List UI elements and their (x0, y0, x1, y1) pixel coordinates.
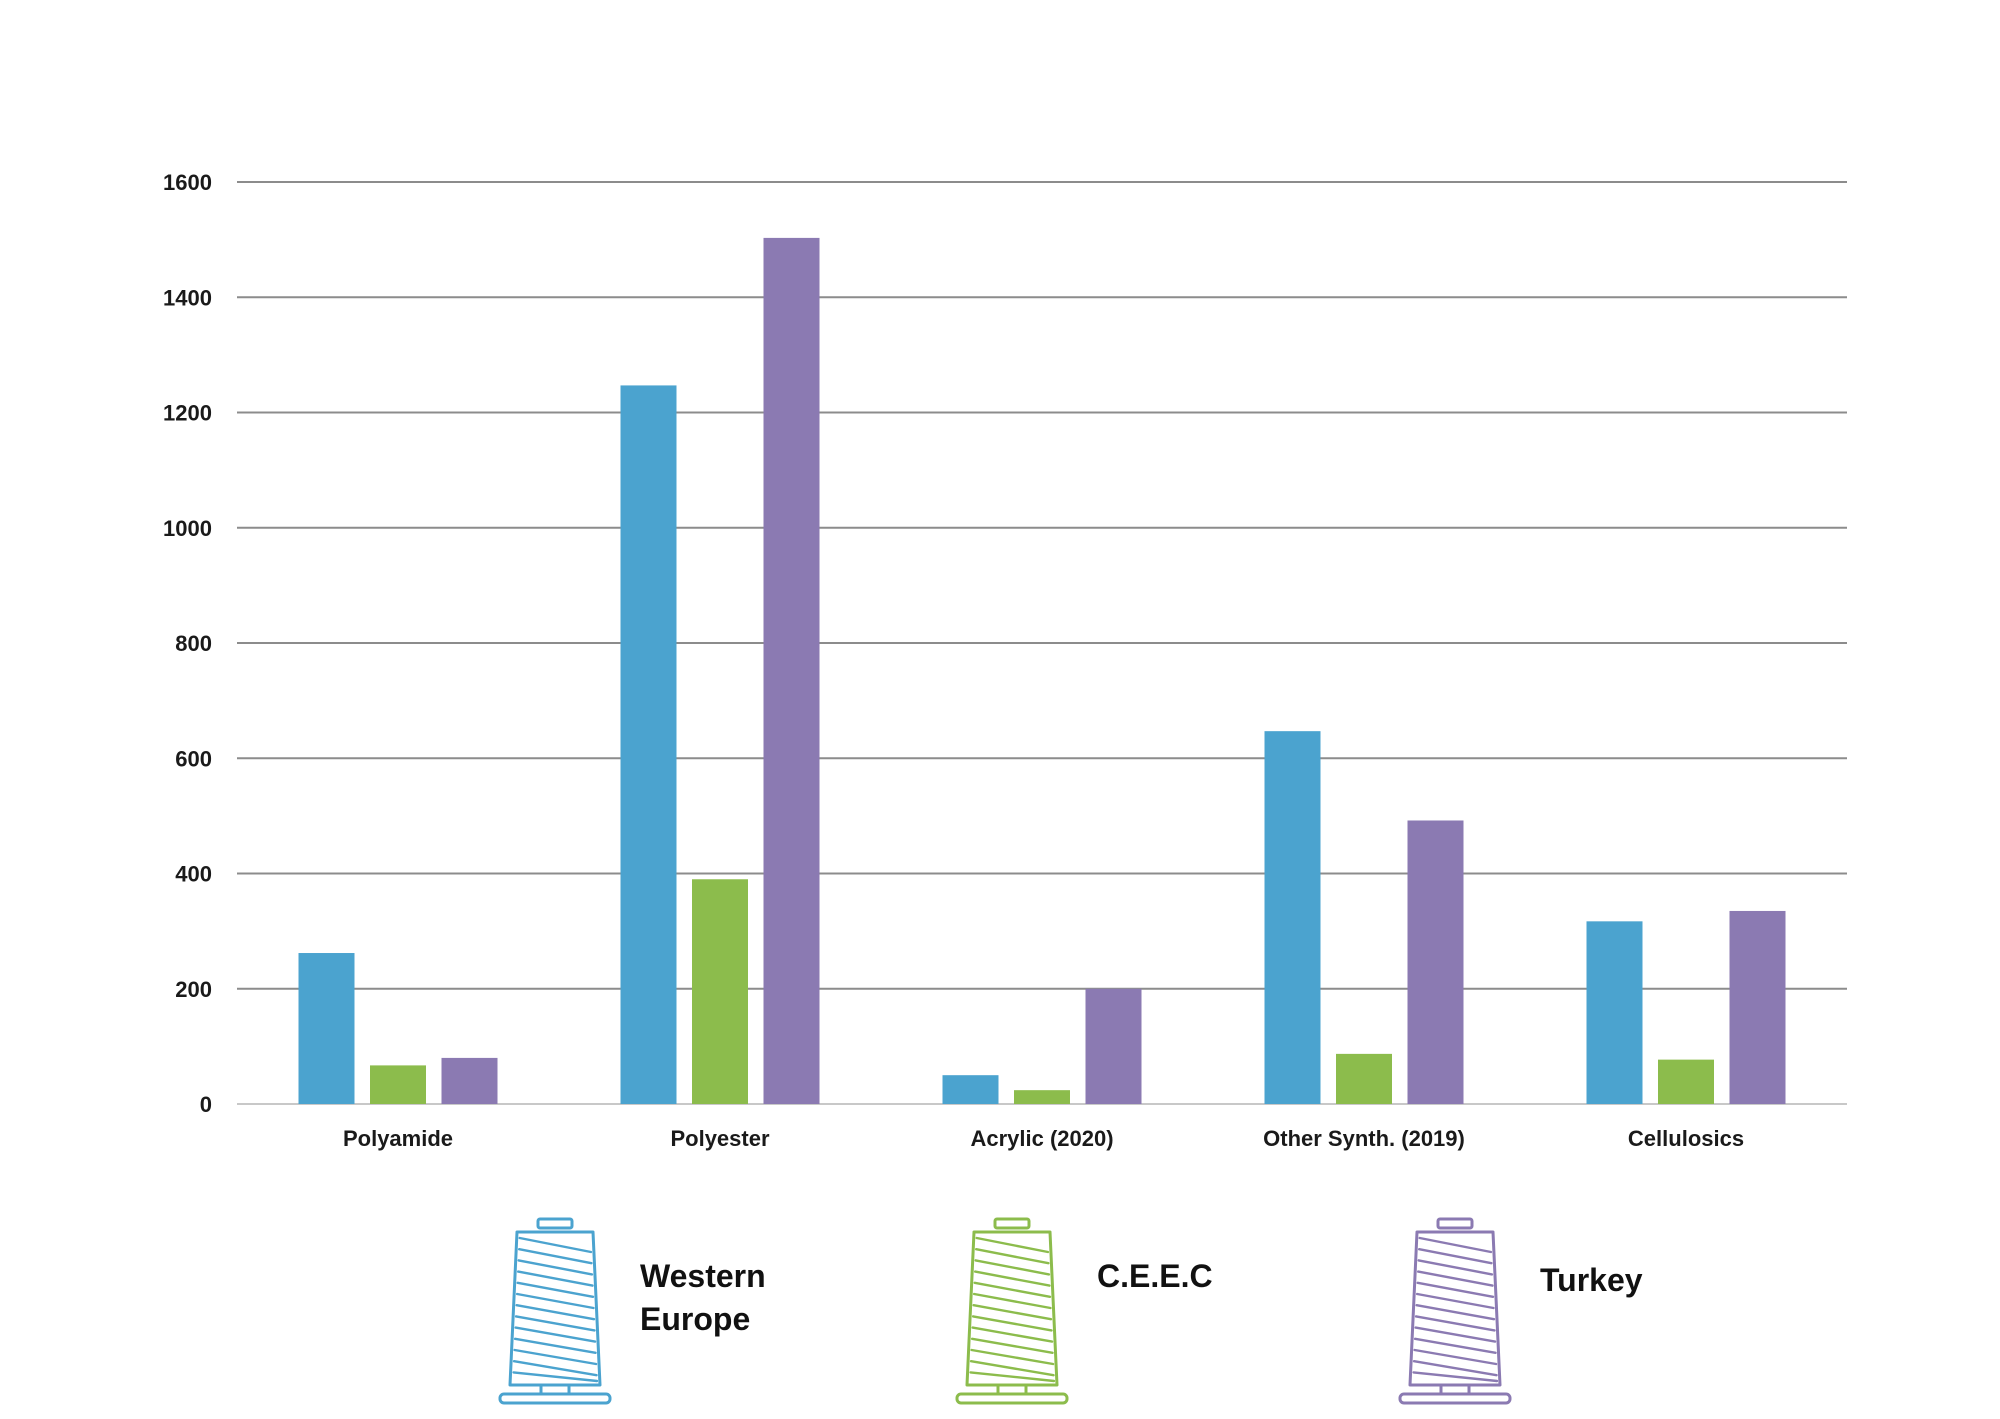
thread-spool-icon (498, 1217, 612, 1405)
y-tick-label: 1200 (163, 401, 212, 426)
y-tick-label: 0 (200, 1092, 212, 1117)
y-tick-label: 600 (175, 746, 212, 771)
legend-item: Turkey (1398, 1217, 1643, 1405)
legend: Western Europe C.E.E.C Turkey (498, 1217, 1643, 1405)
y-tick-label: 1400 (163, 285, 212, 310)
y-tick-label: 800 (175, 631, 212, 656)
bar-turkey-other-synth-2019 (1407, 820, 1464, 1104)
x-tick-label: Cellulosics (1628, 1126, 1744, 1151)
bar-turkey-cellulosics (1729, 910, 1786, 1104)
bar-western-europe-acrylic-2020 (942, 1075, 999, 1104)
y-tick-label: 400 (175, 862, 212, 887)
bar-western-europe-other-synth-2019 (1264, 731, 1321, 1104)
bar-turkey-polyamide (441, 1057, 498, 1104)
bar-c-e-e-c-other-synth-2019 (1336, 1053, 1392, 1104)
thread-spool-icon (955, 1217, 1069, 1405)
y-tick-label: 1600 (163, 170, 212, 195)
y-tick-label: 200 (175, 977, 212, 1002)
bar-western-europe-polyamide (298, 953, 355, 1104)
bar-c-e-e-c-cellulosics (1658, 1059, 1714, 1104)
x-tick-label: Acrylic (2020) (970, 1126, 1113, 1151)
bar-western-europe-cellulosics (1586, 921, 1643, 1104)
bars (298, 237, 1786, 1105)
legend-label: Western (640, 1258, 766, 1294)
legend-item: Western Europe (498, 1217, 766, 1405)
bar-turkey-polyester (763, 237, 820, 1105)
bar-turkey-acrylic-2020 (1085, 988, 1142, 1104)
legend-label: Europe (640, 1301, 750, 1337)
bar-c-e-e-c-acrylic-2020 (1014, 1090, 1070, 1104)
legend-label: Turkey (1540, 1262, 1643, 1298)
x-axis-ticks: Polyamide Polyester Acrylic (2020) Other Sy… (343, 1126, 1744, 1151)
x-tick-label: Polyamide (343, 1126, 453, 1151)
gridlines (237, 181, 1847, 1105)
x-tick-label: Polyester (670, 1126, 769, 1151)
legend-label: C.E.E.C (1097, 1258, 1213, 1294)
bar-c-e-e-c-polyamide (370, 1065, 426, 1104)
bar-c-e-e-c-polyester (692, 879, 748, 1104)
bar-western-europe-polyester (620, 385, 677, 1104)
y-tick-label: 1000 (163, 516, 212, 541)
legend-item: C.E.E.C (955, 1217, 1213, 1405)
x-tick-label: Other Synth. (2019) (1263, 1126, 1465, 1151)
y-axis-ticks: 0 200 400 600 800 1000 1200 1400 1600 (163, 170, 212, 1117)
thread-spool-icon (1398, 1217, 1512, 1405)
